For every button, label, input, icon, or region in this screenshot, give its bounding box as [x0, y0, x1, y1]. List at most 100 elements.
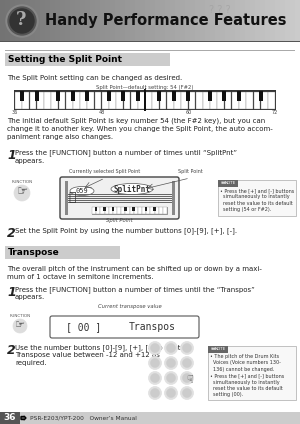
Circle shape [181, 387, 194, 399]
Bar [105, 0, 111, 42]
Bar [255, 0, 261, 42]
Bar [190, 0, 196, 42]
Bar [113, 207, 117, 214]
Bar [153, 207, 156, 211]
Bar [5, 0, 11, 42]
Bar [124, 92, 130, 109]
Bar [205, 0, 211, 42]
Circle shape [164, 341, 178, 354]
Bar [94, 92, 101, 109]
Bar [222, 91, 227, 101]
Bar [210, 0, 216, 42]
Text: Currently selected Split Point: Currently selected Split Point [69, 169, 141, 174]
Bar [175, 0, 181, 42]
Bar [71, 91, 75, 101]
Bar [107, 91, 111, 101]
Bar [0, 0, 6, 42]
Circle shape [151, 388, 160, 398]
Bar [65, 0, 71, 42]
Bar [208, 91, 212, 101]
Bar [30, 92, 37, 109]
Bar [280, 0, 286, 42]
Bar [104, 207, 109, 214]
Bar [290, 0, 296, 42]
Bar [138, 92, 145, 109]
Bar [25, 0, 31, 42]
Bar [239, 92, 246, 109]
Bar [170, 0, 176, 42]
Bar [102, 92, 109, 109]
Text: ☞: ☞ [15, 320, 25, 330]
Bar [40, 0, 46, 42]
Bar [259, 91, 262, 101]
Bar [167, 92, 174, 109]
Text: The Split Point setting can be changed as desired.: The Split Point setting can be changed a… [7, 75, 182, 81]
Bar [92, 207, 96, 214]
Bar [232, 92, 239, 109]
Bar [150, 0, 156, 42]
Text: ☞: ☞ [16, 186, 28, 198]
Bar [5, 53, 170, 66]
Bar [130, 0, 136, 42]
Bar [5, 246, 120, 259]
Bar [131, 92, 138, 109]
Bar [174, 92, 181, 109]
Text: Set the Split Point by using the number buttons [0]-[9], [+], [-].: Set the Split Point by using the number … [15, 227, 237, 234]
Circle shape [148, 387, 161, 399]
Bar [136, 91, 140, 101]
Circle shape [164, 371, 178, 385]
Bar [136, 91, 140, 101]
Bar [0, 412, 20, 424]
Text: Press the [FUNCTION] button a number of times until “SplitPnt”
appears.: Press the [FUNCTION] button a number of … [15, 149, 237, 164]
Bar [225, 92, 232, 109]
Bar [172, 181, 175, 215]
Bar [245, 0, 251, 42]
Bar [237, 91, 241, 101]
Bar [254, 92, 260, 109]
Bar [265, 0, 271, 42]
Bar [246, 92, 253, 109]
Bar [145, 207, 147, 211]
Bar [15, 92, 22, 109]
Bar [95, 0, 101, 42]
Circle shape [164, 387, 178, 399]
Bar [110, 0, 116, 42]
Circle shape [167, 374, 176, 382]
Bar [50, 0, 56, 42]
Bar [14, 90, 276, 110]
Bar [60, 0, 66, 42]
Bar [58, 92, 65, 109]
Text: Split Point—default setting: 54 (F#2): Split Point—default setting: 54 (F#2) [96, 85, 194, 90]
Text: 1: 1 [7, 286, 16, 299]
Bar [65, 181, 68, 215]
Bar [155, 0, 161, 42]
Bar [10, 0, 16, 42]
Text: 059: 059 [76, 188, 88, 194]
Bar [200, 0, 206, 42]
Text: PSR-E203/YPT-200   Owner’s Manual: PSR-E203/YPT-200 Owner’s Manual [30, 416, 137, 421]
Text: NOTE: NOTE [224, 181, 236, 186]
Bar [158, 91, 161, 101]
Bar [165, 0, 171, 42]
Text: Handy Performance Features: Handy Performance Features [45, 14, 286, 28]
Bar [100, 0, 106, 42]
Bar [124, 207, 127, 211]
Bar [230, 0, 236, 42]
Bar [145, 0, 151, 42]
Bar [188, 92, 195, 109]
Bar [85, 91, 89, 101]
Bar [208, 346, 228, 353]
Text: ?: ? [16, 11, 26, 29]
Bar [185, 0, 191, 42]
Text: Transpose: Transpose [8, 248, 60, 257]
Text: 36: 36 [12, 110, 18, 115]
Text: 1: 1 [7, 149, 16, 162]
Bar [90, 0, 96, 42]
Bar [154, 207, 159, 214]
Circle shape [13, 319, 27, 333]
Bar [203, 92, 210, 109]
Bar [215, 0, 221, 42]
Text: 𝄢: 𝄢 [68, 191, 76, 204]
Bar [0, 412, 300, 424]
Circle shape [148, 357, 161, 369]
